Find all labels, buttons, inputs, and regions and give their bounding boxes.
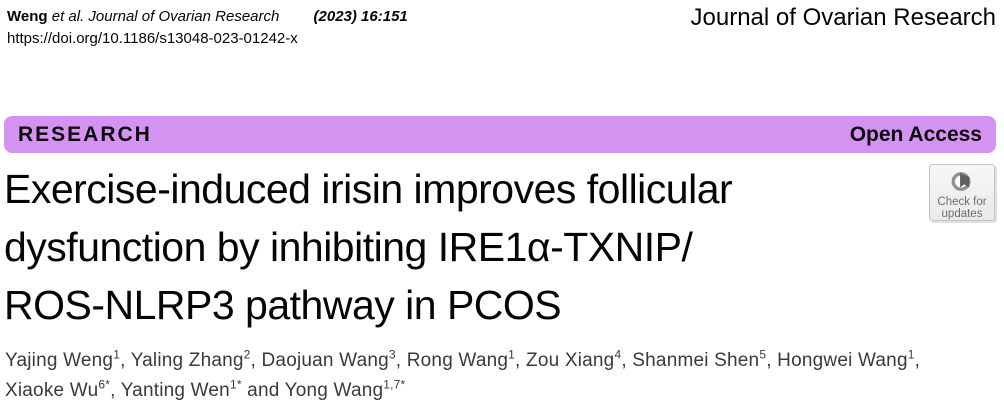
open-access-label: Open Access: [849, 122, 982, 146]
crossmark-icon: [951, 172, 971, 191]
author-name: Hongwei Wang: [777, 350, 908, 371]
title-line-1: Exercise-induced irisin improves follicu…: [4, 166, 733, 212]
author-affiliation-sup: 4: [614, 347, 622, 362]
author-name: Yong Wang: [284, 380, 384, 401]
badge-text-line2: updates: [941, 208, 983, 220]
author-affiliation-sup: 1*: [229, 377, 242, 392]
citation-line: Weng et al. Journal of Ovarian Research …: [7, 6, 408, 28]
author-affiliation-sup: 1: [508, 347, 516, 362]
author-name: Rong Wang: [406, 350, 509, 371]
citation-author: Weng: [7, 8, 48, 25]
author-name: Shanmei Shen: [632, 350, 760, 371]
author-affiliation-sup: 1,7*: [383, 377, 406, 392]
author-affiliation-sup: 1: [907, 347, 915, 362]
article-title: Exercise-induced irisin improves follicu…: [4, 160, 924, 334]
article-type-banner: RESEARCH Open Access: [4, 116, 996, 153]
author-affiliation-sup: 2: [243, 347, 251, 362]
author-name: Yanting Wen: [120, 380, 230, 401]
author-affiliation-sup: 6*: [98, 377, 111, 392]
author-affiliation-sup: 5: [759, 347, 767, 362]
author-name: Zou Xiang: [526, 350, 615, 371]
author-affiliation-sup: 3: [388, 347, 396, 362]
citation-journal: et al. Journal of Ovarian Research: [51, 8, 280, 25]
author-name: Daojuan Wang: [261, 350, 389, 371]
doi-link[interactable]: https://doi.org/10.1186/s13048-023-01242…: [7, 30, 298, 47]
article-type-label: RESEARCH: [18, 122, 152, 146]
citation-block: Weng et al. Journal of Ovarian Research …: [7, 6, 408, 50]
author-affiliation-sup: 1: [113, 347, 121, 362]
author-name: Yajing Weng: [5, 350, 114, 371]
title-line-3: ROS-NLRP3 pathway in PCOS: [4, 282, 562, 328]
journal-name: Journal of Ovarian Research: [690, 4, 996, 31]
author-name: Yaling Zhang: [130, 350, 244, 371]
title-line-2: dysfunction by inhibiting IRE1α-TXNIP/: [4, 224, 693, 270]
citation-volume: (2023) 16:151: [313, 8, 408, 25]
badge-text-line1: Check for: [937, 196, 987, 208]
author-list: Yajing Weng1, Yaling Zhang2, Daojuan Wan…: [5, 347, 921, 401]
check-for-updates-badge[interactable]: Check for updates: [929, 164, 995, 221]
author-name: Xiaoke Wu: [5, 380, 99, 401]
